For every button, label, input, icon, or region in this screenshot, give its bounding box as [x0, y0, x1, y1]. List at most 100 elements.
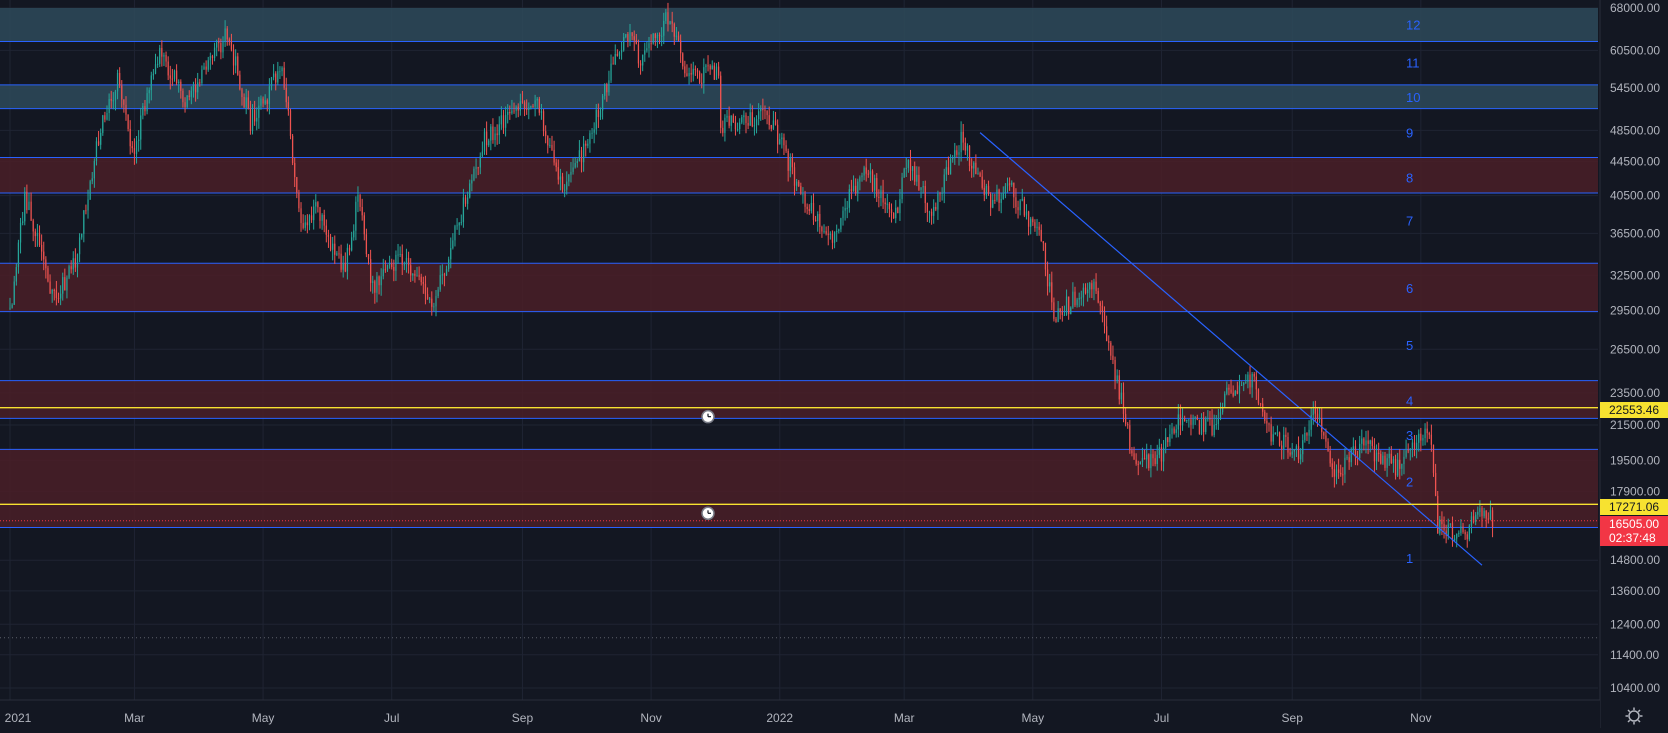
- candle-body: [458, 222, 460, 226]
- candle: [100, 128, 102, 150]
- candle: [954, 142, 956, 165]
- candle-body: [507, 111, 509, 115]
- candle: [1418, 429, 1420, 452]
- candle: [1321, 408, 1323, 440]
- candle: [888, 202, 891, 218]
- candle-body: [24, 191, 26, 222]
- candle-body: [34, 231, 36, 237]
- candle-body: [420, 276, 422, 283]
- candle-body: [1449, 523, 1451, 525]
- candle-body: [985, 185, 988, 196]
- candle: [764, 105, 766, 120]
- candle: [536, 97, 538, 109]
- candle-body: [41, 244, 43, 252]
- time-tick-label: Nov: [1410, 711, 1431, 725]
- candle: [1143, 449, 1146, 460]
- candle-body: [551, 144, 553, 150]
- candle: [68, 264, 70, 280]
- candle: [268, 78, 271, 115]
- candle-body: [954, 150, 956, 159]
- zone-rect: [0, 8, 1598, 42]
- candle-body: [779, 139, 781, 145]
- candle: [692, 61, 694, 82]
- candle: [639, 60, 642, 75]
- candle-body: [1413, 442, 1416, 450]
- candle-body: [774, 120, 777, 125]
- price-tick-label: 21500.00: [1610, 418, 1660, 432]
- gear-icon[interactable]: [1625, 707, 1643, 725]
- candle-body: [53, 290, 55, 292]
- candle: [774, 111, 777, 126]
- candle-body: [138, 139, 140, 141]
- candle: [831, 230, 834, 250]
- candle: [17, 239, 20, 274]
- candle-body: [833, 231, 836, 243]
- candle: [928, 210, 931, 223]
- candle: [1053, 297, 1055, 322]
- candle: [557, 159, 559, 185]
- candle: [102, 114, 104, 136]
- candle: [1059, 308, 1061, 320]
- candle: [342, 255, 344, 278]
- candle: [703, 58, 705, 94]
- candle: [1148, 453, 1150, 471]
- candle: [559, 168, 562, 191]
- candle: [1276, 425, 1279, 437]
- candle-body: [367, 254, 370, 260]
- candle-body: [488, 140, 490, 146]
- candle: [593, 122, 595, 144]
- candle-body: [844, 208, 846, 211]
- candle-body: [861, 175, 863, 178]
- candle: [1380, 450, 1382, 465]
- candle-body: [1308, 429, 1310, 436]
- candle: [1481, 505, 1483, 527]
- candle: [121, 80, 123, 108]
- candle: [76, 253, 79, 278]
- candle: [412, 273, 414, 281]
- candle: [1304, 426, 1306, 443]
- candle-body: [266, 100, 268, 104]
- candle: [384, 260, 387, 273]
- candle-body: [492, 126, 494, 141]
- candle: [1055, 316, 1057, 323]
- candle-body: [504, 114, 507, 128]
- candle-body: [958, 152, 960, 155]
- time-tick-label: 2022: [766, 711, 793, 725]
- candle: [1295, 444, 1298, 458]
- candle-body: [1464, 532, 1466, 535]
- candle-body: [188, 95, 190, 97]
- candle-body: [745, 115, 747, 124]
- candle: [1084, 283, 1087, 295]
- candle: [675, 27, 678, 41]
- candle: [125, 96, 127, 121]
- candle-body: [863, 167, 865, 176]
- candle-body: [313, 206, 315, 221]
- price-tick-label: 54500.00: [1610, 81, 1660, 95]
- zone-number: 6: [1406, 281, 1413, 296]
- candle-body: [38, 232, 41, 245]
- candle: [1342, 467, 1344, 486]
- candle-body: [1209, 418, 1211, 420]
- candle: [1257, 388, 1260, 406]
- candle-body: [1196, 417, 1198, 420]
- candle: [599, 107, 602, 120]
- candle-body: [1249, 374, 1251, 388]
- candle-body: [736, 129, 739, 131]
- candle-body: [275, 73, 277, 83]
- candle-body: [123, 99, 125, 105]
- candle: [144, 99, 146, 116]
- candle-body: [1139, 462, 1141, 465]
- candle: [1232, 385, 1234, 398]
- candle-body: [1363, 438, 1365, 446]
- candle-body: [722, 127, 724, 133]
- candle: [1129, 419, 1131, 454]
- candle-body: [104, 115, 106, 120]
- candle: [783, 133, 785, 156]
- candle-body: [116, 72, 119, 92]
- candle-body: [949, 159, 952, 175]
- candle: [450, 237, 452, 269]
- candle: [380, 268, 382, 296]
- candle-body: [220, 43, 222, 53]
